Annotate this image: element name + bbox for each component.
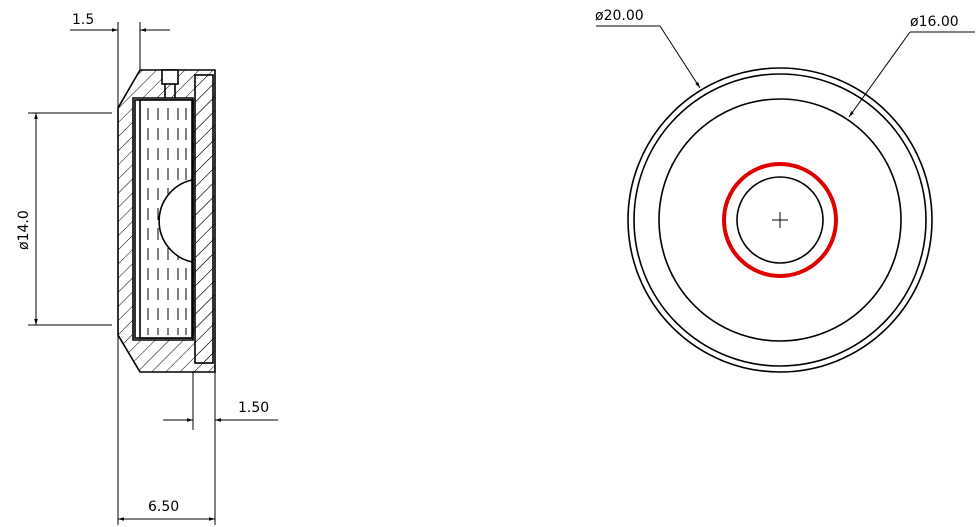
center-boss-circle [736, 176, 824, 264]
highlight-circle [722, 162, 838, 278]
outer-rim-circle [627, 67, 933, 373]
front-view [627, 67, 933, 373]
dim-overall-width [117, 335, 216, 525]
dome-bump [158, 179, 193, 263]
dim-inner-diameter-label: ø16.00 [910, 14, 959, 30]
dim-overall-width-label: 6.50 [148, 499, 179, 515]
pin-hole [161, 69, 179, 85]
dim-top-width [70, 22, 170, 108]
dim-diameter-label: ø14.0 [16, 210, 32, 250]
back-plate-section [194, 74, 214, 364]
dim-plate-thickness-label: 1.50 [238, 400, 269, 416]
inner-face-circle [658, 98, 902, 342]
dim-diameter [28, 112, 112, 326]
hidden-lines [147, 108, 187, 335]
dim-inner-diameter-leader [848, 31, 975, 118]
dim-outer-diameter-label: ø20.00 [595, 8, 644, 24]
side-section-view [117, 69, 216, 373]
dim-outer-diameter-leader [596, 25, 701, 89]
dim-plate-thickness [163, 372, 278, 430]
dim-top-width-label: 1.5 [72, 12, 94, 28]
outer-rim-inner-circle [633, 73, 927, 367]
